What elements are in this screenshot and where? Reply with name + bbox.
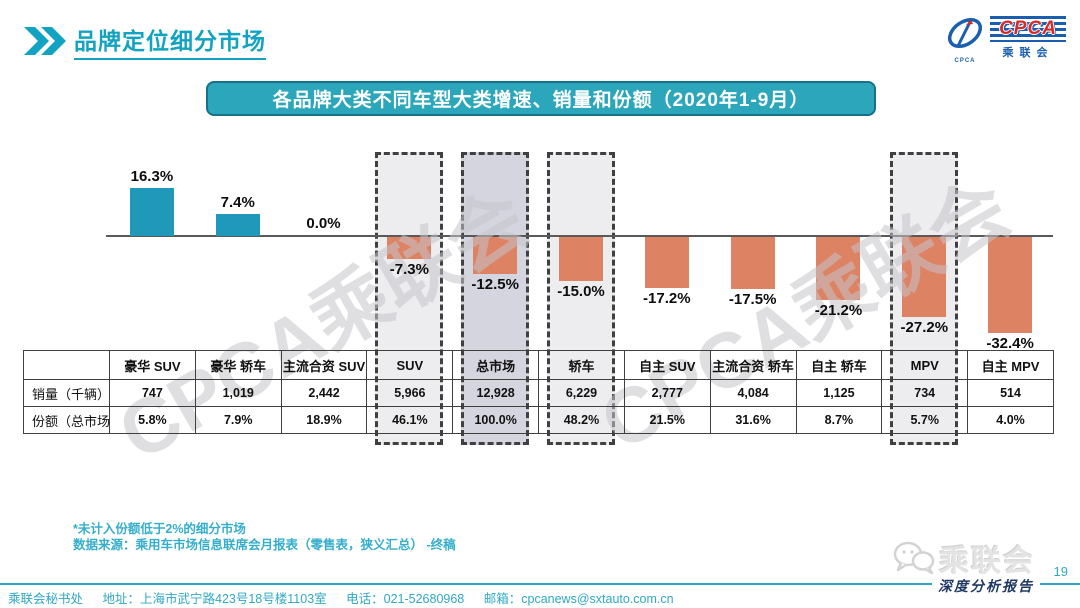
table-header-cell: 自主 MPV bbox=[967, 350, 1054, 380]
cpca-logo-stripes: CPCA bbox=[990, 16, 1066, 42]
bar-MPV bbox=[902, 237, 947, 318]
bar-chart-figure: CPCA乘联会 CPCA乘联会 豪华 SUV 豪华 轿车 主流合资 SUV SUV 总市… bbox=[23, 140, 1054, 477]
table-cell: 7.9% bbox=[194, 406, 282, 434]
table-header-cell: 主流合资 轿车 bbox=[709, 350, 797, 380]
table-cell: 734 bbox=[881, 379, 969, 407]
bar-豪华 轿车 bbox=[215, 214, 260, 236]
chart-title-banner: 各品牌大类不同车型大类增速、销量和份额（2020年1-9月） bbox=[206, 81, 876, 116]
bar-value-label: 0.0% bbox=[306, 215, 341, 232]
double-chevron-icon bbox=[24, 27, 66, 55]
table-cell: 21.5% bbox=[623, 406, 711, 434]
table-cell: 8.7% bbox=[795, 406, 883, 434]
table-cell: 5.8% bbox=[109, 406, 196, 434]
table-cell: 12,928 bbox=[452, 379, 540, 407]
table-header-cell: SUV bbox=[366, 350, 454, 380]
table-cell: 5,966 bbox=[366, 379, 454, 407]
footnote-1: *未计入份额低于2%的细分市场 bbox=[73, 522, 246, 536]
bar-value-label: -21.2% bbox=[814, 301, 863, 319]
contact-address: 地址：上海市武宁路423号18号楼1103室 bbox=[102, 592, 327, 606]
table-header-cell: 轿车 bbox=[538, 350, 625, 380]
bar-自主 SUV bbox=[644, 237, 689, 288]
table-cell: 1,019 bbox=[194, 379, 282, 407]
table-cell: 100.0% bbox=[452, 406, 540, 434]
table-row-label: 销量（千辆） bbox=[23, 379, 110, 407]
table-cell: 2,777 bbox=[623, 379, 711, 407]
table-cell: 6,229 bbox=[538, 379, 625, 407]
table-header-cell: 自主 SUV bbox=[623, 350, 711, 380]
table-row: 销量（千辆） 747 1,019 2,442 5,966 12,928 6,229 2,777… bbox=[23, 379, 1054, 407]
bar-value-label: -17.5% bbox=[728, 290, 777, 308]
bar-value-label: -15.0% bbox=[557, 283, 605, 301]
wechat-icon bbox=[893, 541, 935, 575]
table-header-cell: 主流合资 SUV bbox=[280, 350, 368, 380]
cpca-logo: CPCA CPCA 乘联会 bbox=[944, 16, 1066, 64]
cpca-emblem-label: CPCA bbox=[954, 58, 976, 64]
bar-SUV bbox=[387, 237, 432, 259]
page-number: 19 bbox=[1053, 564, 1068, 579]
table-header-cell: 自主 轿车 bbox=[795, 350, 883, 380]
bar-value-label: -17.2% bbox=[643, 289, 691, 307]
bar-自主 轿车 bbox=[816, 237, 861, 300]
bar-主流合资 轿车 bbox=[730, 237, 775, 289]
contact-phone: 电话：021-52680968 bbox=[346, 592, 465, 606]
footnote-2: 数据来源：乘用车市场信息联席会月报表（零售表，狭义汇总） -终稿 bbox=[73, 538, 456, 552]
cpca-emblem-icon: CPCA bbox=[944, 16, 986, 64]
wechat-name: 乘联会 bbox=[939, 545, 1035, 578]
table-corner-cell bbox=[23, 350, 110, 380]
table-cell: 747 bbox=[109, 379, 196, 407]
table-cell: 4.0% bbox=[967, 406, 1054, 434]
bar-总市场 bbox=[473, 237, 518, 274]
cpca-logo-text: CPCA bbox=[999, 18, 1057, 39]
contact-email: 邮箱：cpcanews@sxtauto.com.cn bbox=[483, 592, 674, 606]
table-header-cell: 豪华 轿车 bbox=[194, 350, 282, 380]
data-table: 豪华 SUV 豪华 轿车 主流合资 SUV SUV 总市场 轿车 自主 SUV 主流合资 轿车… bbox=[23, 350, 1054, 434]
table-cell: 2,442 bbox=[280, 379, 368, 407]
bar-轿车 bbox=[559, 237, 603, 282]
bar-value-label: 16.3% bbox=[130, 167, 174, 185]
footnotes: *未计入份额低于2%的细分市场 数据来源：乘用车市场信息联席会月报表（零售表，狭… bbox=[73, 521, 456, 553]
bar-value-label: -32.4% bbox=[986, 334, 1034, 352]
table-cell: 18.9% bbox=[280, 406, 368, 434]
table-cell: 31.6% bbox=[709, 406, 797, 434]
table-header-cell: 豪华 SUV bbox=[109, 350, 196, 380]
table-cell: 5.7% bbox=[881, 406, 969, 434]
footer-divider-line bbox=[0, 583, 1080, 585]
bar-value-label: 7.4% bbox=[220, 194, 255, 212]
report-series-label: 深度分析报告 bbox=[932, 576, 1040, 596]
table-header-cell: MPV bbox=[881, 350, 969, 380]
bar-豪华 SUV bbox=[129, 187, 174, 236]
table-row-label: 份额（总市场） bbox=[23, 406, 110, 434]
table-cell: 1,125 bbox=[795, 379, 883, 407]
cpca-logo-org: 乘联会 bbox=[1002, 47, 1054, 59]
contact-org: 乘联会秘书处 bbox=[8, 592, 84, 606]
page-header: 品牌定位细分市场 bbox=[24, 22, 266, 60]
table-row: 份额（总市场）5.8%7.9%18.9%46.1%100.0%48.2%21.5… bbox=[23, 406, 1054, 434]
table-cell: 514 bbox=[967, 379, 1054, 407]
bar-value-label: -27.2% bbox=[900, 319, 949, 337]
table-cell: 4,084 bbox=[709, 379, 797, 407]
bar-value-label: -7.3% bbox=[389, 260, 429, 278]
table-cell: 48.2% bbox=[538, 406, 625, 434]
table-header-cell: 总市场 bbox=[452, 350, 540, 380]
table-cell: 46.1% bbox=[366, 406, 454, 434]
bar-value-label: -12.5% bbox=[471, 275, 519, 293]
wechat-logo: 乘联会 bbox=[893, 536, 1035, 580]
zero-axis-line bbox=[106, 235, 1053, 237]
contact-bar: 乘联会秘书处 地址：上海市武宁路423号18号楼1103室 电话：021-526… bbox=[8, 588, 690, 607]
page-title: 品牌定位细分市场 bbox=[74, 22, 266, 60]
bar-自主 MPV bbox=[988, 237, 1033, 333]
